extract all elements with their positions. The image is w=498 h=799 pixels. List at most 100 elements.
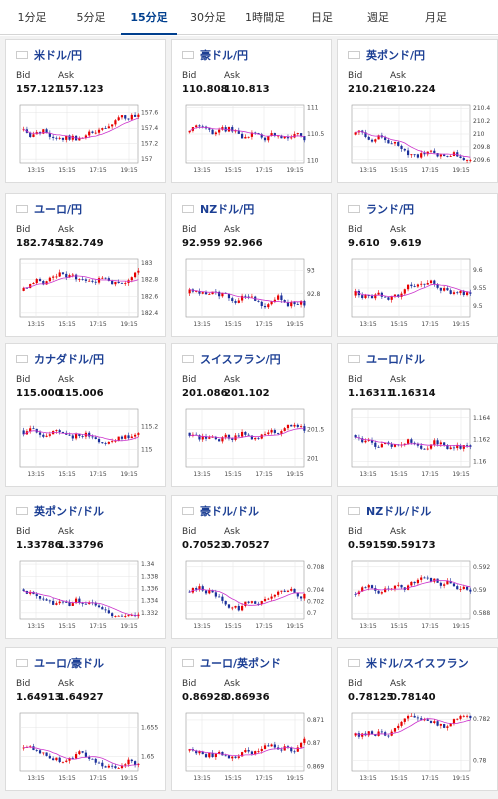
mini-candle-chart[interactable]: 13:15 15:15 17:15 19:15 0.592 0.59 0.588 — [348, 559, 496, 635]
pair-name[interactable]: ユーロ/ドル — [366, 353, 426, 366]
candle-body — [124, 283, 127, 284]
rate-card-ユーロ-ドル[interactable]: ユーロ/ドル Bid Ask 1.16311 1.16314 13:15 15:15 17:1… — [337, 343, 498, 487]
pair-name[interactable]: 豪ドル/ドル — [200, 505, 260, 518]
rate-card-ランド-円[interactable]: ランド/円 Bid Ask 9.610 9.619 13:15 15:15 17:15 19:1… — [337, 193, 498, 337]
candle-body — [68, 135, 71, 140]
pair-link[interactable]: ユーロ/ドル — [348, 352, 425, 366]
rate-card-豪ドル-円[interactable]: 豪ドル/円 Bid Ask 110.808 110.813 13:15 15:15 17:15… — [171, 39, 332, 183]
pair-link[interactable]: ユーロ/英ポンド — [182, 656, 281, 670]
tab-daily[interactable]: 日足 — [311, 11, 333, 24]
pair-link[interactable]: ユーロ/豪ドル — [16, 656, 104, 670]
pair-name[interactable]: 英ポンド/ドル — [34, 505, 105, 518]
pair-link[interactable]: 豪ドル/円 — [182, 48, 248, 62]
pair-link[interactable]: 英ポンド/ドル — [16, 504, 104, 518]
pair-link[interactable]: スイスフラン/円 — [182, 352, 281, 366]
pair-link[interactable]: NZドル/円 — [182, 202, 254, 216]
candle-body — [198, 435, 201, 440]
x-tick-label: 13:15 — [359, 321, 376, 328]
candle-body — [201, 292, 204, 294]
tab-15min[interactable]: 15分足 — [121, 0, 177, 35]
mini-candle-chart[interactable]: 13:15 15:15 17:15 19:15 111 110.5 110 — [182, 103, 330, 179]
pair-link[interactable]: 米ドル/スイスフラン — [348, 656, 469, 670]
rate-card-米ドル-スイスフラン[interactable]: 米ドル/スイスフラン Bid Ask 0.78125 0.78140 13:15 15:15… — [337, 647, 498, 791]
pair-name[interactable]: 米ドル/スイスフラン — [366, 657, 469, 670]
x-tick-label: 19:15 — [452, 167, 469, 174]
pair-name[interactable]: NZドル/ドル — [366, 505, 432, 518]
candle-body — [260, 301, 263, 307]
pair-name[interactable]: 豪ドル/円 — [200, 49, 249, 62]
candle-body — [81, 436, 84, 437]
rate-card-NZドル-ドル[interactable]: NZドル/ドル Bid Ask 0.59159 0.59173 13:15 15:15 17:… — [337, 495, 498, 639]
bid-label: Bid — [348, 225, 363, 235]
mini-candle-chart[interactable]: 13:15 15:15 17:15 19:15 1.655 1.65 — [16, 711, 164, 787]
rate-card-スイスフラン-円[interactable]: スイスフラン/円 Bid Ask 201.086 201.102 13:15 15:15 17… — [171, 343, 332, 487]
tab-1hour[interactable]: 1時間足 — [245, 11, 285, 24]
tab-30min[interactable]: 30分足 — [190, 11, 226, 24]
mini-candle-chart[interactable]: 13:15 15:15 17:15 19:15 201.5 201 — [182, 407, 330, 483]
rate-card-ユーロ-豪ドル[interactable]: ユーロ/豪ドル Bid Ask 1.64913 1.64927 13:15 15:15 17:… — [5, 647, 166, 791]
moving-average-line — [23, 590, 139, 617]
tab-weekly[interactable]: 週足 — [367, 11, 389, 24]
pair-link[interactable]: NZドル/ドル — [348, 504, 431, 518]
candle-body — [68, 602, 71, 606]
rate-card-英ポンド-ドル[interactable]: 英ポンド/ドル Bid Ask 1.33786 1.33796 13:15 15:15 17:… — [5, 495, 166, 639]
pair-link[interactable]: 英ポンド/円 — [348, 48, 425, 62]
pair-name[interactable]: 米ドル/円 — [34, 49, 83, 62]
mini-candle-chart[interactable]: 13:15 15:15 17:15 19:15 157.6 157.4 157.2 157 — [16, 103, 164, 179]
candle-body — [61, 761, 65, 763]
rate-card-米ドル-円[interactable]: 米ドル/円 Bid Ask 157.121 157.123 13:15 15:15 17:15… — [5, 39, 166, 183]
tab-monthly[interactable]: 月足 — [425, 11, 447, 24]
pair-name[interactable]: ユーロ/円 — [34, 203, 83, 216]
mini-candle-chart[interactable]: 13:15 15:15 17:15 19:15 93 92.8 — [182, 257, 330, 333]
rate-card-カナダドル-円[interactable]: カナダドル/円 Bid Ask 115.000 115.006 13:15 15:15 17:… — [5, 343, 166, 487]
rate-card-ユーロ-円[interactable]: ユーロ/円 Bid Ask 182.745 182.749 13:15 15:15 17:15… — [5, 193, 166, 337]
bid-price: 201.086 — [182, 388, 228, 399]
rate-card-NZドル-円[interactable]: NZドル/円 Bid Ask 92.959 92.966 13:15 15:15 17:15 1… — [171, 193, 332, 337]
pair-name[interactable]: NZドル/円 — [200, 203, 255, 216]
pair-name[interactable]: ユーロ/英ポンド — [200, 657, 282, 670]
candle-body — [78, 279, 81, 281]
pair-name[interactable]: カナダドル/円 — [34, 353, 105, 366]
pair-link[interactable]: 豪ドル/ドル — [182, 504, 259, 518]
mini-candle-chart[interactable]: 13:15 15:15 17:15 19:15 183 182.8 182.6 182.4 — [16, 257, 164, 333]
mini-candle-chart[interactable]: 13:15 15:15 17:15 19:15 9.6 9.55 9.5 — [348, 257, 496, 333]
candle-body — [97, 762, 101, 764]
pair-name[interactable]: 英ポンド/円 — [366, 49, 426, 62]
candle-body — [29, 132, 32, 137]
candle-body — [456, 292, 459, 294]
candle-body — [195, 588, 198, 590]
mini-candle-chart[interactable]: 13:15 15:15 17:15 19:15 0.708 0.704 0.702 0.7 — [182, 559, 330, 635]
pair-link[interactable]: カナダドル/円 — [16, 352, 104, 366]
candle-body — [127, 435, 130, 439]
candle-body — [58, 430, 61, 432]
pair-name[interactable]: スイスフラン/円 — [200, 353, 281, 366]
rate-card-ユーロ-英ポンド[interactable]: ユーロ/英ポンド Bid Ask 0.86928 0.86936 13:15 15:15 17… — [171, 647, 332, 791]
candle-body — [439, 582, 442, 586]
candle-body — [374, 442, 377, 447]
mini-candle-chart[interactable]: 13:15 15:15 17:15 19:15 0.871 0.87 0.869 — [182, 711, 330, 787]
mini-candle-chart[interactable]: 13:15 15:15 17:15 19:15 0.782 0.78 — [348, 711, 496, 787]
candle-body — [91, 436, 94, 438]
pair-name[interactable]: ユーロ/豪ドル — [34, 657, 105, 670]
mini-candle-chart[interactable]: 13:15 15:15 17:15 19:15 1.34 1.338 1.336 1.334 1… — [16, 559, 164, 635]
rate-card-豪ドル-ドル[interactable]: 豪ドル/ドル Bid Ask 0.70523 0.70527 13:15 15:15 17:1… — [171, 495, 332, 639]
candle-body — [211, 752, 214, 758]
eu-flag-icon — [16, 659, 28, 667]
pair-link[interactable]: 米ドル/円 — [16, 48, 82, 62]
mini-candle-chart[interactable]: 13:15 15:15 17:15 19:15 210.4 210.2 210 209.8 20… — [348, 103, 496, 179]
y-tick-label: 111 — [307, 105, 319, 112]
rate-card-英ポンド-円[interactable]: 英ポンド/円 Bid Ask 210.216 210.224 13:15 15:15 17:1… — [337, 39, 498, 183]
candle-body — [29, 284, 32, 289]
bid-price: 210.216 — [348, 84, 394, 95]
pair-link[interactable]: ランド/円 — [348, 202, 414, 216]
moving-average-line — [355, 718, 471, 736]
candle-body — [32, 283, 35, 285]
candle-body — [260, 434, 263, 439]
mini-candle-chart[interactable]: 13:15 15:15 17:15 19:15 115.2 115 — [16, 407, 164, 483]
mini-candle-chart[interactable]: 13:15 15:15 17:15 19:15 1.164 1.162 1.16 — [348, 407, 496, 483]
tab-5min[interactable]: 5分足 — [76, 11, 106, 24]
y-tick-label: 110.5 — [307, 131, 324, 138]
pair-name[interactable]: ランド/円 — [366, 203, 415, 216]
pair-link[interactable]: ユーロ/円 — [16, 202, 82, 216]
tab-1min[interactable]: 1分足 — [17, 11, 47, 24]
